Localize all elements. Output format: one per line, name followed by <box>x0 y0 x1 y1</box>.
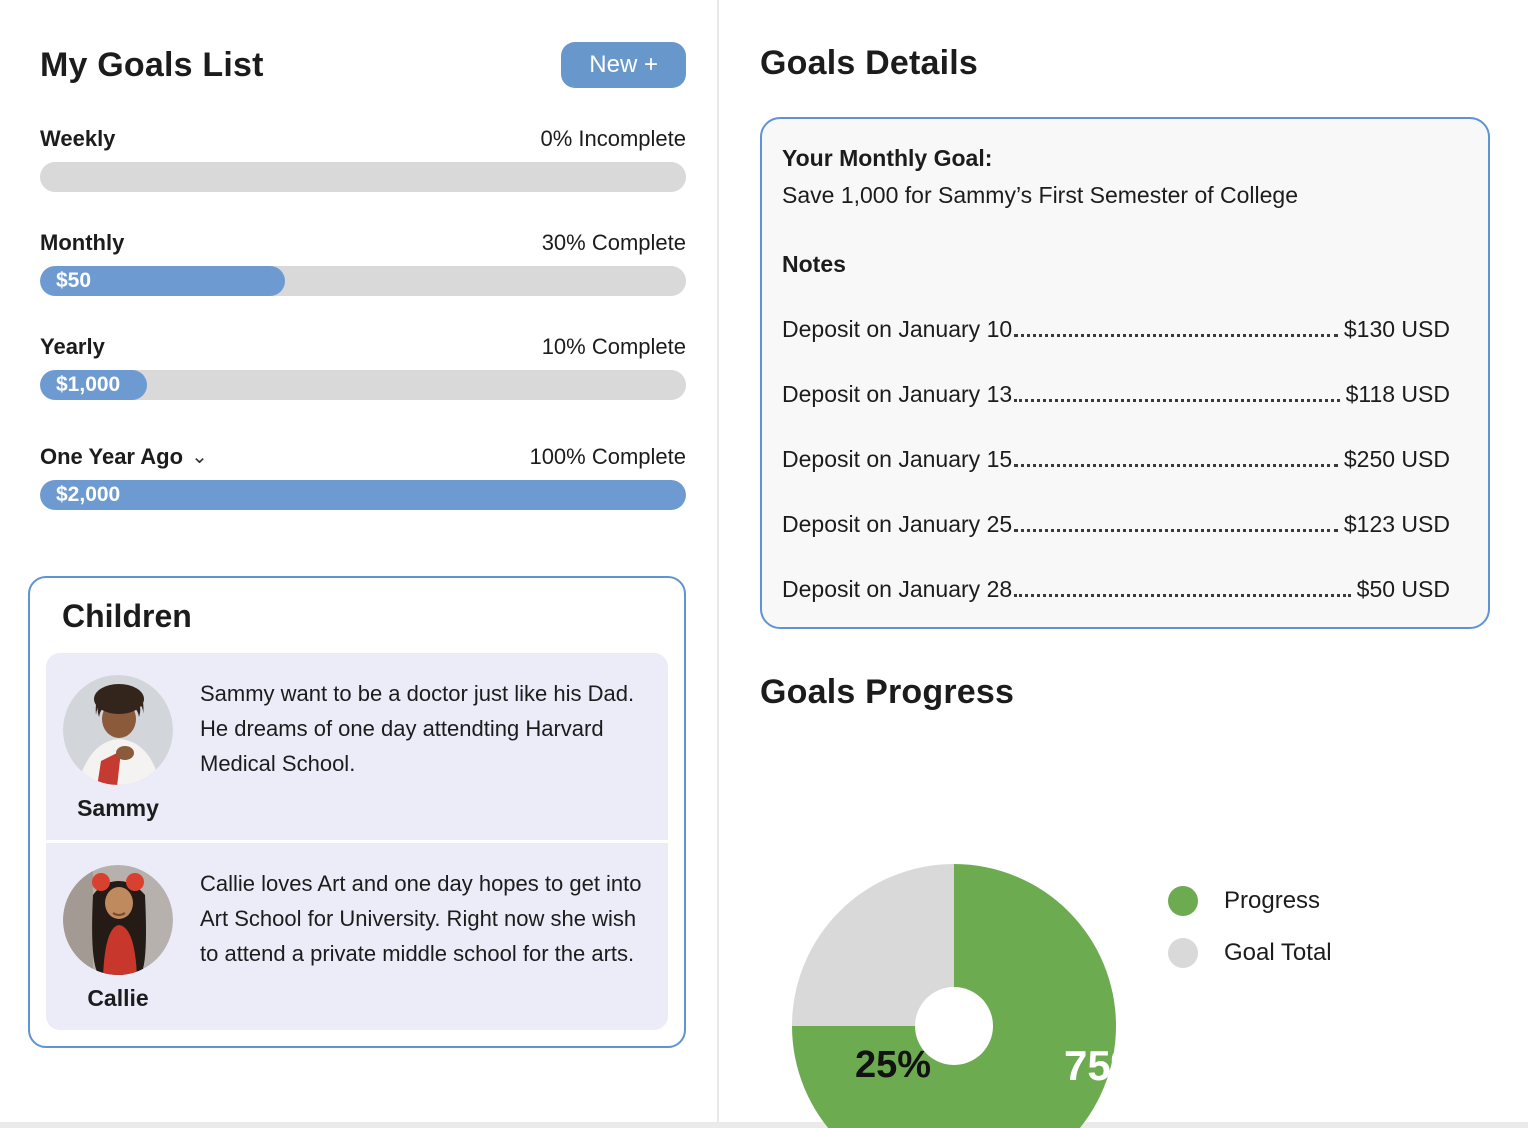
deposit-row: Deposit on January 15 $250 USD <box>782 446 1450 473</box>
goal-label-yearly: Yearly <box>40 334 105 359</box>
goal-row-monthly: Monthly 30% Complete $50 <box>40 230 686 296</box>
monthly-goal-label: Your Monthly Goal: <box>782 145 993 171</box>
legend-item-progress: Progress <box>1168 886 1332 916</box>
notes-label: Notes <box>782 251 846 277</box>
one-year-ago-dropdown[interactable]: One Year Ago ⌄ <box>40 444 208 470</box>
deposit-label: Deposit on January 28 <box>782 576 1013 602</box>
goal-row-yearly: Yearly 10% Complete $1,000 <box>40 334 686 400</box>
children-card: Children <box>28 576 686 1048</box>
legend-label: Goal Total <box>1224 939 1332 966</box>
child-bio: Callie loves Art and one day hopes to ge… <box>200 871 642 966</box>
donut-label-progress: 75% <box>1064 1042 1149 1089</box>
goal-row-one-year-ago: One Year Ago ⌄ 100% Complete $2,000 <box>40 444 686 510</box>
dotted-leader <box>1014 399 1340 402</box>
chart-legend: Progress Goal Total <box>1168 886 1332 968</box>
deposit-label: Deposit on January 10 <box>782 316 1013 342</box>
deposit-label: Deposit on January 15 <box>782 446 1013 472</box>
dotted-leader <box>1014 594 1351 597</box>
goal-total-legend-dot <box>1168 938 1198 968</box>
deposit-row: Deposit on January 13 $118 USD <box>782 381 1450 408</box>
progress-fill-yearly: $1,000 <box>40 370 147 400</box>
deposit-row: Deposit on January 28 $50 USD <box>782 576 1450 603</box>
deposit-amount: $250 USD <box>1343 446 1450 472</box>
child-bio: Sammy want to be a doctor just like his … <box>200 681 635 776</box>
details-card: Your Monthly Goal: Save 1,000 for Sammy’… <box>760 117 1490 629</box>
legend-item-goal-total: Goal Total <box>1168 938 1332 968</box>
deposit-label: Deposit on January 13 <box>782 381 1013 407</box>
children-list: Sammy Sammy want to be a doctor just lik… <box>46 653 668 1030</box>
goal-status-monthly: 30% Complete <box>541 230 686 255</box>
progress-bar-one-year-ago: $2,000 <box>40 480 686 510</box>
goal-label-weekly: Weekly <box>40 126 116 151</box>
deposit-amount: $50 USD <box>1356 576 1450 602</box>
goal-label-monthly: Monthly <box>40 230 125 255</box>
progress-bar-weekly <box>40 162 686 192</box>
progress-bar-monthly: $50 <box>40 266 686 296</box>
new-goal-button[interactable]: New + <box>561 42 686 88</box>
goals-list-panel: My Goals List New + Weekly 0% Incomplete… <box>28 0 686 1048</box>
dotted-leader <box>1014 334 1338 337</box>
callie-avatar <box>63 865 173 975</box>
deposit-row: Deposit on January 10 $130 USD <box>782 316 1450 343</box>
chevron-down-icon: ⌄ <box>191 446 208 468</box>
legend-label: Progress <box>1224 887 1321 914</box>
deposit-amount: $130 USD <box>1343 316 1450 342</box>
goals-details-panel: Goals Details Your Monthly Goal: Save 1,… <box>760 0 1490 1128</box>
donut-label-goal-total: 25% <box>855 1044 932 1086</box>
deposit-row: Deposit on January 25 $123 USD <box>782 511 1450 538</box>
progress-fill-one-year-ago: $2,000 <box>40 480 686 510</box>
deposit-label: Deposit on January 25 <box>782 511 1013 537</box>
sammy-avatar <box>63 675 173 785</box>
page-title: My Goals List <box>40 45 264 84</box>
progress-bar-yearly: $1,000 <box>40 370 686 400</box>
dotted-leader <box>1014 464 1338 467</box>
vertical-divider <box>717 0 719 1122</box>
goal-label-one-year-ago: One Year Ago <box>40 444 184 469</box>
child-name: Callie <box>87 985 149 1011</box>
deposit-amount: $118 USD <box>1345 381 1450 407</box>
goal-status-one-year-ago: 100% Complete <box>529 444 686 469</box>
child-row-sammy: Sammy Sammy want to be a doctor just lik… <box>46 653 668 840</box>
goals-progress-chart: 25% 75% Progress Goal Total <box>760 762 1490 1128</box>
progress-title: Goals Progress <box>760 673 1015 711</box>
bottom-divider <box>0 1122 1528 1128</box>
donut-chart: 25% 75% <box>792 864 1148 1128</box>
goals-list-header: My Goals List New + <box>40 42 686 88</box>
goal-status-yearly: 10% Complete <box>541 334 686 359</box>
goal-status-weekly: 0% Incomplete <box>540 126 686 151</box>
progress-legend-dot <box>1168 886 1198 916</box>
progress-fill-monthly: $50 <box>40 266 286 296</box>
monthly-goal-text: Save 1,000 for Sammy’s First Semester of… <box>782 182 1299 208</box>
child-name: Sammy <box>77 795 159 821</box>
details-title: Goals Details <box>760 44 979 82</box>
child-row-callie: Callie Callie loves Art and one day hope… <box>46 840 668 1030</box>
children-title: Children <box>62 598 192 634</box>
goal-row-weekly: Weekly 0% Incomplete <box>40 126 686 192</box>
deposit-amount: $123 USD <box>1343 511 1450 537</box>
dotted-leader <box>1014 529 1338 532</box>
